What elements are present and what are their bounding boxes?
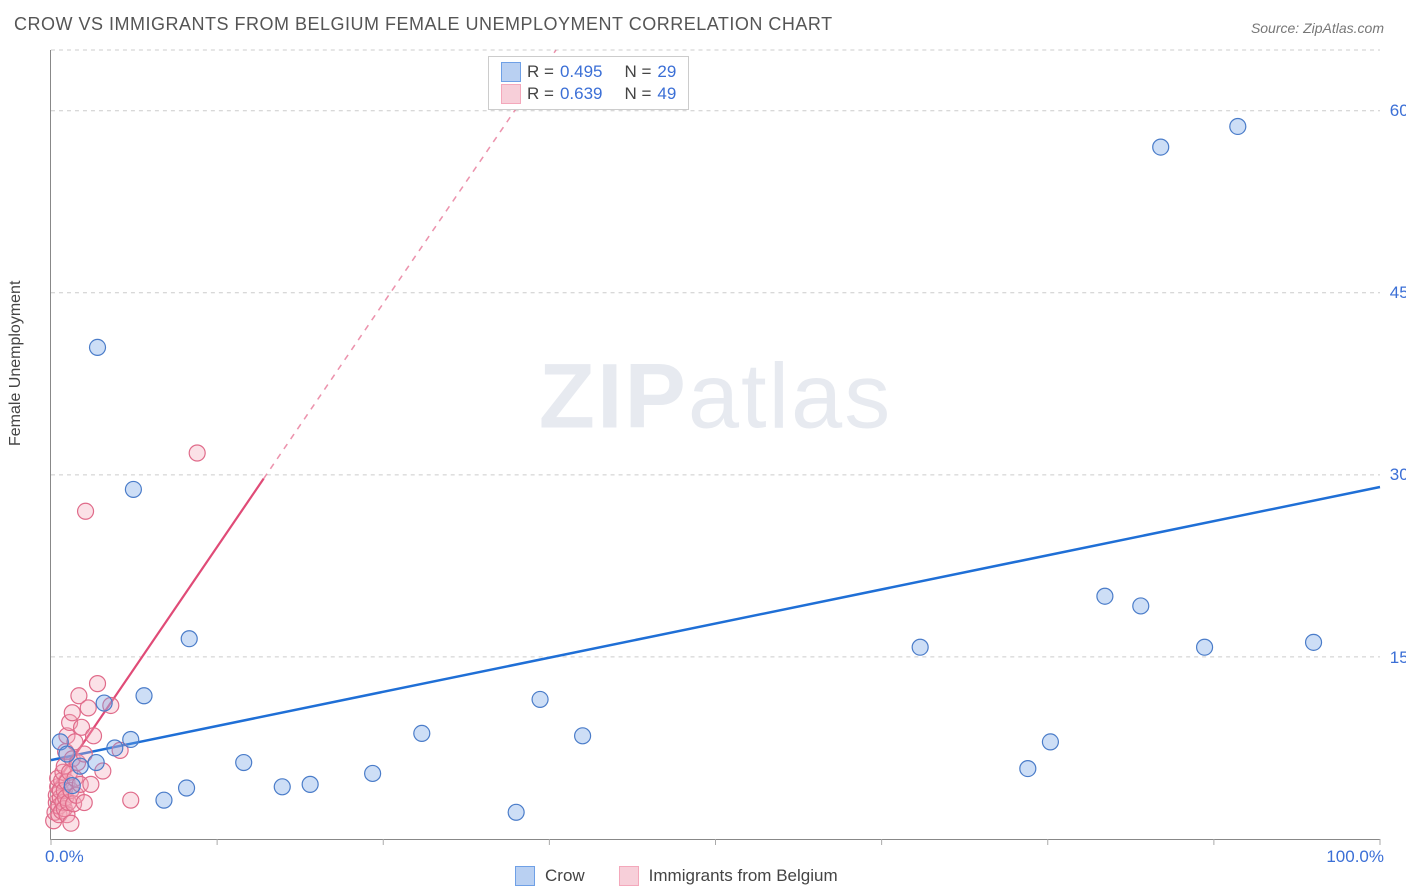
- n-label: N =: [624, 84, 651, 104]
- r-value-crow: 0.495: [560, 62, 603, 82]
- plot-area: ZIPatlas 15.0%30.0%45.0%60.0% 0.0% 100.0…: [50, 50, 1380, 840]
- n-label: N =: [624, 62, 651, 82]
- legend-label-crow: Crow: [545, 866, 585, 886]
- n-value-crow: 29: [657, 62, 676, 82]
- r-label: R =: [527, 62, 554, 82]
- x-axis-max-label: 100.0%: [1326, 847, 1384, 867]
- source-attribution: Source: ZipAtlas.com: [1251, 20, 1384, 36]
- legend-swatch-crow: [501, 62, 521, 82]
- legend-row-belgium: R = 0.639 N = 49: [501, 83, 676, 105]
- correlation-legend: R = 0.495 N = 29 R = 0.639 N = 49: [488, 56, 689, 110]
- y-tick-label: 15.0%: [1390, 648, 1406, 668]
- x-axis-origin-label: 0.0%: [45, 847, 84, 867]
- r-value-belgium: 0.639: [560, 84, 603, 104]
- series-legend: Crow Immigrants from Belgium: [515, 866, 838, 886]
- y-tick-label: 45.0%: [1390, 283, 1406, 303]
- legend-swatch-crow: [515, 866, 535, 886]
- y-tick-label: 60.0%: [1390, 101, 1406, 121]
- r-label: R =: [527, 84, 554, 104]
- legend-swatch-belgium: [501, 84, 521, 104]
- y-axis-title: Female Unemployment: [7, 281, 25, 446]
- legend-label-belgium: Immigrants from Belgium: [649, 866, 838, 886]
- y-tick-label: 30.0%: [1390, 465, 1406, 485]
- n-value-belgium: 49: [657, 84, 676, 104]
- chart-title: CROW VS IMMIGRANTS FROM BELGIUM FEMALE U…: [14, 14, 833, 35]
- legend-swatch-belgium: [619, 866, 639, 886]
- chart-svg: [51, 50, 1380, 839]
- legend-row-crow: R = 0.495 N = 29: [501, 61, 676, 83]
